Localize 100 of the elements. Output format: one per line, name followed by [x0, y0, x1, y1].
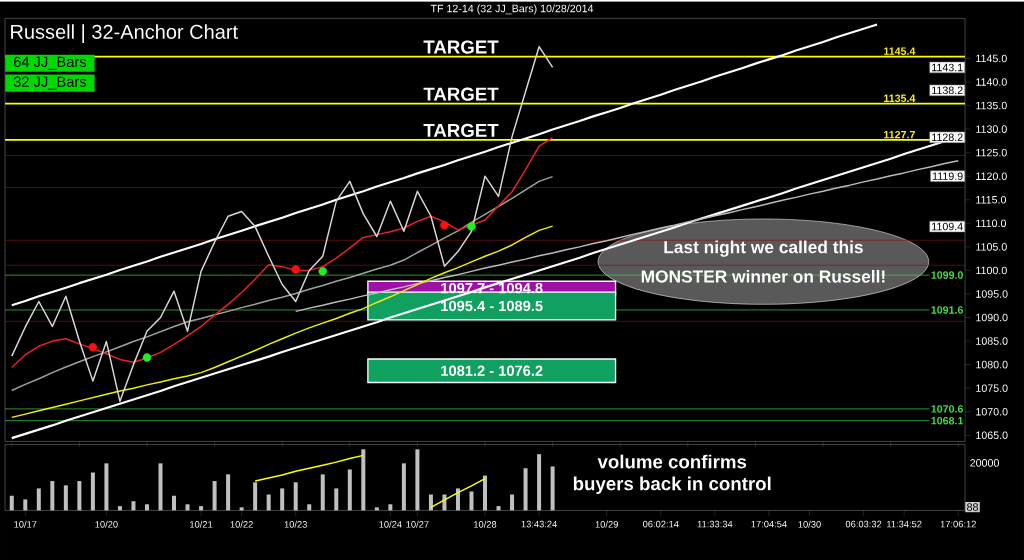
y-tick-label: 1095.0 — [976, 289, 1008, 298]
y-tick-label: 1085.0 — [976, 337, 1008, 345]
ref-line-label: 1068.1 — [931, 416, 964, 425]
bar — [537, 453, 542, 511]
band-label: 1097.7 - 1094.8 — [441, 282, 543, 294]
x-tick-label: 10/28 — [474, 520, 497, 528]
bar — [131, 501, 136, 511]
y-tick-label: 1135.0 — [976, 101, 1007, 110]
annotation: 32 JJ_Bars — [13, 76, 87, 90]
bar — [334, 488, 339, 511]
bar — [23, 499, 28, 511]
annotation: 1128.2 — [932, 133, 963, 141]
bar — [239, 507, 244, 511]
annotation: 1138.2 — [932, 86, 963, 94]
y-tick-label: 1115.0 — [976, 195, 1007, 204]
bar — [104, 463, 109, 511]
point — [88, 342, 98, 352]
annotation: 1143.1 — [932, 63, 963, 72]
annotation: volume confirms — [597, 454, 747, 469]
x-tick-label: 17:04:54 — [751, 520, 787, 528]
x-tick-label: 06:03:32 — [845, 520, 882, 528]
bar — [266, 494, 271, 511]
bar — [455, 488, 460, 511]
y-tick-label: 1075.0 — [976, 384, 1008, 392]
bar — [401, 463, 406, 511]
point — [440, 220, 449, 230]
bar — [415, 449, 420, 511]
bar — [307, 504, 312, 511]
bar — [212, 480, 217, 511]
bar — [144, 504, 149, 511]
y-tick-label: 1145.0 — [976, 54, 1007, 63]
annotation: 1135.4 — [884, 94, 916, 102]
y-tick-label: 1125.0 — [976, 148, 1007, 157]
bar — [361, 449, 366, 511]
annotation: buyers back in control — [573, 476, 771, 494]
ref-line-label: TARGET — [423, 40, 499, 54]
x-tick-label: 10/27 — [406, 520, 429, 528]
y-tick-label: 1090.0 — [976, 313, 1008, 322]
y-tick-label: 1130.0 — [976, 125, 1007, 133]
y-tick-label: 1105.0 — [976, 242, 1007, 251]
bar — [36, 488, 41, 511]
bar — [63, 485, 68, 511]
bar — [158, 463, 163, 511]
x-tick-label: 10/24 — [379, 520, 402, 528]
point — [318, 266, 328, 276]
annotation: 1119.9 — [932, 172, 963, 180]
point — [291, 265, 300, 274]
y-tick-label: 1080.0 — [976, 360, 1008, 369]
y-tick-label: 1065.0 — [976, 431, 1008, 439]
x-tick-label: 11:33:34 — [697, 520, 733, 528]
x-tick-label: 13:43:24 — [521, 520, 557, 528]
x-tick-label: 11:34:52 — [887, 520, 922, 528]
y-tick-label: 1110.0 — [976, 219, 1007, 227]
bar — [483, 475, 488, 511]
y-tick-label: 1100.0 — [976, 266, 1007, 274]
bar — [374, 507, 379, 511]
x-tick-label: 10/29 — [595, 520, 618, 528]
bar — [172, 495, 177, 511]
band-label: 1095.4 - 1089.5 — [441, 300, 543, 311]
y-tick-label: 1120.0 — [976, 172, 1007, 180]
text: 88 — [967, 503, 978, 511]
ref-line-label: 1091.6 — [931, 306, 964, 314]
bar — [199, 505, 204, 511]
bar — [9, 495, 14, 511]
x-tick-label: 10/23 — [284, 520, 307, 528]
bar — [388, 504, 393, 511]
ref-line-label: TARGET — [423, 87, 499, 101]
x-tick-label: 10/21 — [190, 520, 213, 528]
bar — [469, 491, 474, 511]
bar — [253, 482, 258, 511]
y-tick-label: 1140.0 — [976, 78, 1007, 86]
bar — [523, 468, 528, 511]
x-tick-label: 06:02:14 — [642, 520, 679, 528]
bar — [510, 494, 515, 511]
y-tick-label: 1070.0 — [976, 407, 1008, 416]
bar — [185, 504, 190, 511]
text: 20000 — [970, 458, 999, 467]
point — [467, 222, 476, 231]
chart-subtitle: TF 12-14 (32 JJ_Bars) 10/28/2014 — [430, 4, 594, 15]
annotation: Last night we called this — [664, 240, 863, 257]
ref-line-label: 1099.0 — [931, 271, 963, 279]
point — [142, 353, 152, 362]
annotation: 1145.4 — [884, 47, 916, 55]
bar — [280, 488, 285, 511]
x-tick-label: 17:06:12 — [940, 520, 976, 528]
bar — [320, 474, 325, 511]
x-tick-label: 10/30 — [798, 520, 821, 528]
annotation: 64 JJ_Bars — [14, 56, 87, 70]
ref-line-label: TARGET — [423, 123, 499, 137]
annotation: 1109.4 — [932, 222, 963, 231]
x-tick-label: 10/22 — [230, 520, 253, 528]
annotation: 1127.7 — [884, 130, 915, 139]
bar — [550, 466, 555, 511]
bar — [117, 505, 122, 511]
ref-line-label: 1070.6 — [931, 404, 964, 413]
bar — [496, 505, 501, 511]
band-label: 1081.2 - 1076.2 — [441, 365, 543, 376]
bar — [293, 482, 298, 511]
bar — [50, 480, 55, 511]
chart-title: Russell | 32-Anchor Chart — [11, 24, 238, 43]
